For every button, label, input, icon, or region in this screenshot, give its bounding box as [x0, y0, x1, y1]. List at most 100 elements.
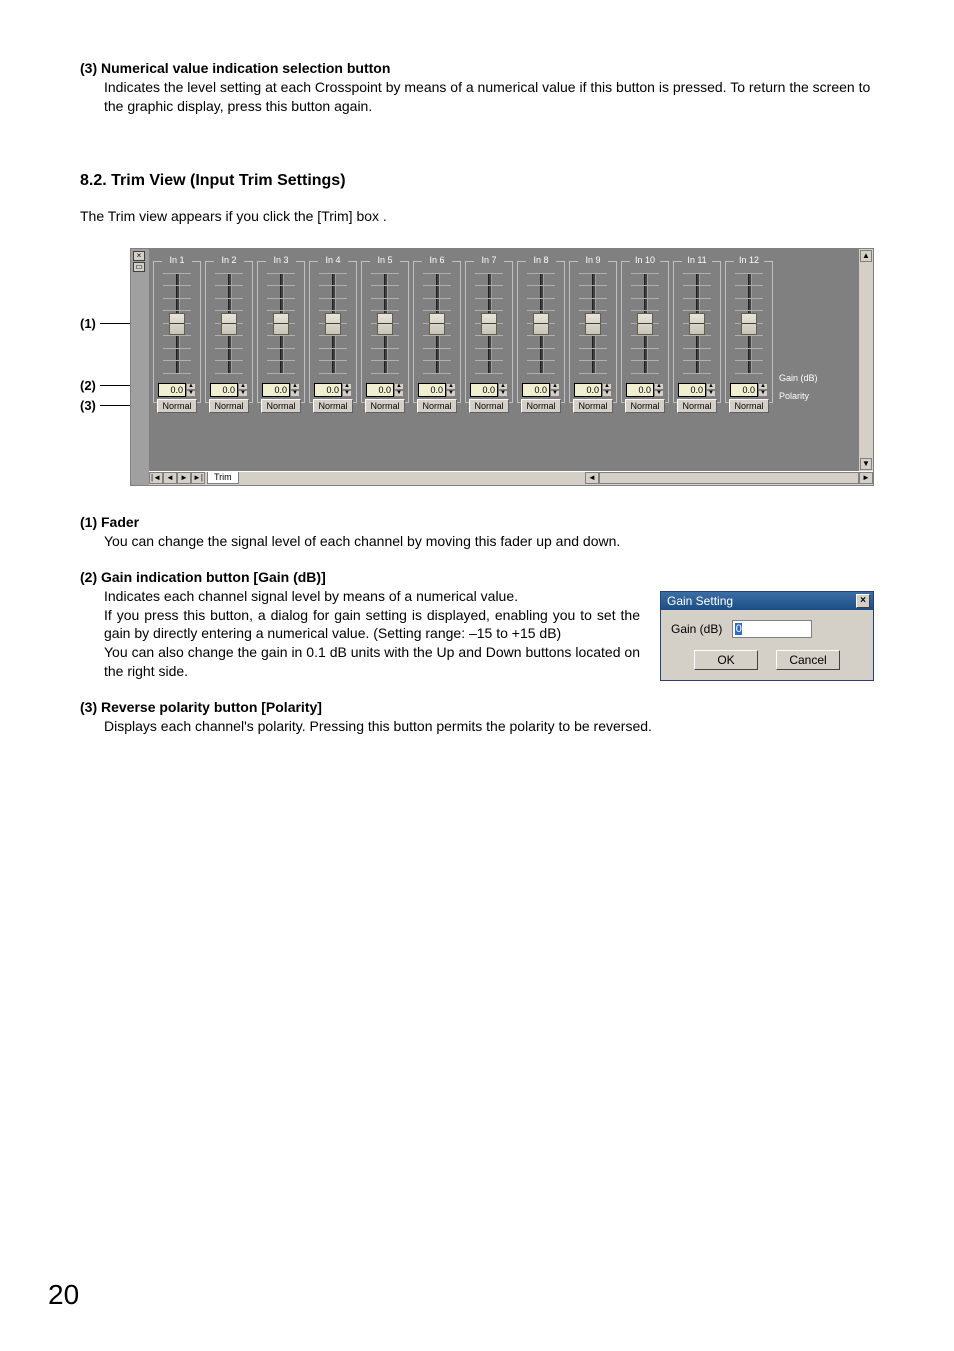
polarity-button[interactable]: Normal — [625, 399, 665, 413]
gain-spin-up[interactable]: ▲ — [186, 383, 196, 390]
gain-spin-down[interactable]: ▼ — [706, 390, 716, 397]
gain-value-button[interactable]: 0.0 — [262, 383, 290, 397]
channel-label: In 11 — [685, 255, 708, 265]
gain-spin-down[interactable]: ▼ — [394, 390, 404, 397]
gain-value-button[interactable]: 0.0 — [470, 383, 498, 397]
gain-spin-down[interactable]: ▼ — [550, 390, 560, 397]
fader-knob[interactable] — [741, 313, 757, 335]
scroll-left-icon[interactable]: ◄ — [585, 472, 599, 484]
gain-value-button[interactable]: 0.0 — [314, 383, 342, 397]
polarity-button[interactable]: Normal — [729, 399, 769, 413]
polarity-button[interactable]: Normal — [313, 399, 353, 413]
gain-spin-down[interactable]: ▼ — [238, 390, 248, 397]
fader[interactable] — [275, 273, 287, 373]
gain-spin-down[interactable]: ▼ — [446, 390, 456, 397]
fader-knob[interactable] — [325, 313, 341, 335]
vertical-scrollbar[interactable]: ▲ ▼ — [859, 249, 873, 471]
gain-spin-down[interactable]: ▼ — [654, 390, 664, 397]
fader-knob[interactable] — [637, 313, 653, 335]
trim-channel: In 50.0▲▼Normal — [361, 255, 409, 473]
gain-setting-dialog: Gain Setting × Gain (dB) 0 OK Cancel — [660, 591, 874, 681]
gain-spin-up[interactable]: ▲ — [238, 383, 248, 390]
gain-spin-down[interactable]: ▼ — [342, 390, 352, 397]
fader[interactable] — [431, 273, 443, 373]
gain-spin-down[interactable]: ▼ — [758, 390, 768, 397]
polarity-button[interactable]: Normal — [573, 399, 613, 413]
scroll-up-icon[interactable]: ▲ — [860, 250, 872, 262]
gain-value-button[interactable]: 0.0 — [418, 383, 446, 397]
scroll-right-icon[interactable]: ► — [859, 472, 873, 484]
gain-spin-down[interactable]: ▼ — [290, 390, 300, 397]
fader-knob[interactable] — [221, 313, 237, 335]
gain-spin-up[interactable]: ▲ — [342, 383, 352, 390]
gain-spin-down[interactable]: ▼ — [498, 390, 508, 397]
gain-body-1: Indicates each channel signal level by m… — [104, 587, 640, 606]
gain-value-button[interactable]: 0.0 — [626, 383, 654, 397]
h-scrollbar-track[interactable] — [599, 472, 859, 484]
fader-knob[interactable] — [273, 313, 289, 335]
gain-value-button[interactable]: 0.0 — [210, 383, 238, 397]
fader[interactable] — [483, 273, 495, 373]
gain-spin-up[interactable]: ▲ — [654, 383, 664, 390]
gain-spin-down[interactable]: ▼ — [602, 390, 612, 397]
gain-spin-up[interactable]: ▲ — [446, 383, 456, 390]
fader-knob[interactable] — [169, 313, 185, 335]
polarity-button[interactable]: Normal — [209, 399, 249, 413]
nav-last-button[interactable]: ►| — [191, 472, 205, 484]
gain-value-button[interactable]: 0.0 — [730, 383, 758, 397]
fader[interactable] — [743, 273, 755, 373]
gain-input[interactable]: 0 — [732, 620, 812, 638]
trim-channel: In 70.0▲▼Normal — [465, 255, 513, 473]
gain-value-button[interactable]: 0.0 — [158, 383, 186, 397]
gain-spin-up[interactable]: ▲ — [602, 383, 612, 390]
polarity-button[interactable]: Normal — [469, 399, 509, 413]
polarity-button[interactable]: Normal — [417, 399, 457, 413]
nav-prev-button[interactable]: ◄ — [163, 472, 177, 484]
polarity-button[interactable]: Normal — [521, 399, 561, 413]
gain-value-button[interactable]: 0.0 — [574, 383, 602, 397]
gain-value-button[interactable]: 0.0 — [678, 383, 706, 397]
cancel-button[interactable]: Cancel — [776, 650, 840, 670]
fader[interactable] — [379, 273, 391, 373]
channel-label: In 6 — [427, 255, 446, 265]
fader[interactable] — [691, 273, 703, 373]
gain-value-button[interactable]: 0.0 — [366, 383, 394, 397]
fader[interactable] — [535, 273, 547, 373]
gain-input-value: 0 — [735, 623, 742, 635]
fader-knob[interactable] — [377, 313, 393, 335]
polarity-button[interactable]: Normal — [365, 399, 405, 413]
nav-first-button[interactable]: |◄ — [149, 472, 163, 484]
gain-value-button[interactable]: 0.0 — [522, 383, 550, 397]
gain-spin-up[interactable]: ▲ — [550, 383, 560, 390]
polarity-button[interactable]: Normal — [157, 399, 197, 413]
fader[interactable] — [639, 273, 651, 373]
polarity-button[interactable]: Normal — [677, 399, 717, 413]
gain-spin-up[interactable]: ▲ — [498, 383, 508, 390]
fader[interactable] — [171, 273, 183, 373]
fader-knob[interactable] — [481, 313, 497, 335]
ok-button[interactable]: OK — [694, 650, 758, 670]
nav-next-button[interactable]: ► — [177, 472, 191, 484]
fader-knob[interactable] — [585, 313, 601, 335]
fader[interactable] — [327, 273, 339, 373]
fader-knob[interactable] — [689, 313, 705, 335]
polarity-button[interactable]: Normal — [261, 399, 301, 413]
trim-tab[interactable]: Trim — [207, 472, 239, 484]
fader[interactable] — [587, 273, 599, 373]
gain-spin-up[interactable]: ▲ — [394, 383, 404, 390]
dialog-titlebar[interactable]: Gain Setting × — [661, 592, 873, 610]
close-icon[interactable]: × — [133, 251, 145, 261]
dock-icon[interactable]: ▭ — [133, 262, 145, 272]
dialog-close-icon[interactable]: × — [856, 594, 870, 608]
trim-channel: In 9 0.0▲▼ Normal — [569, 255, 617, 473]
gain-spin-up[interactable]: ▲ — [758, 383, 768, 390]
gain-spin-up[interactable]: ▲ — [706, 383, 716, 390]
fader[interactable] — [223, 273, 235, 373]
scroll-down-icon[interactable]: ▼ — [860, 458, 872, 470]
fader-knob[interactable] — [533, 313, 549, 335]
gain-spin-up[interactable]: ▲ — [290, 383, 300, 390]
fader-knob[interactable] — [429, 313, 445, 335]
trim-channel: In 100.0▲▼Normal — [621, 255, 669, 473]
gain-spin-down[interactable]: ▼ — [186, 390, 196, 397]
channel-label: In 9 — [583, 255, 602, 265]
